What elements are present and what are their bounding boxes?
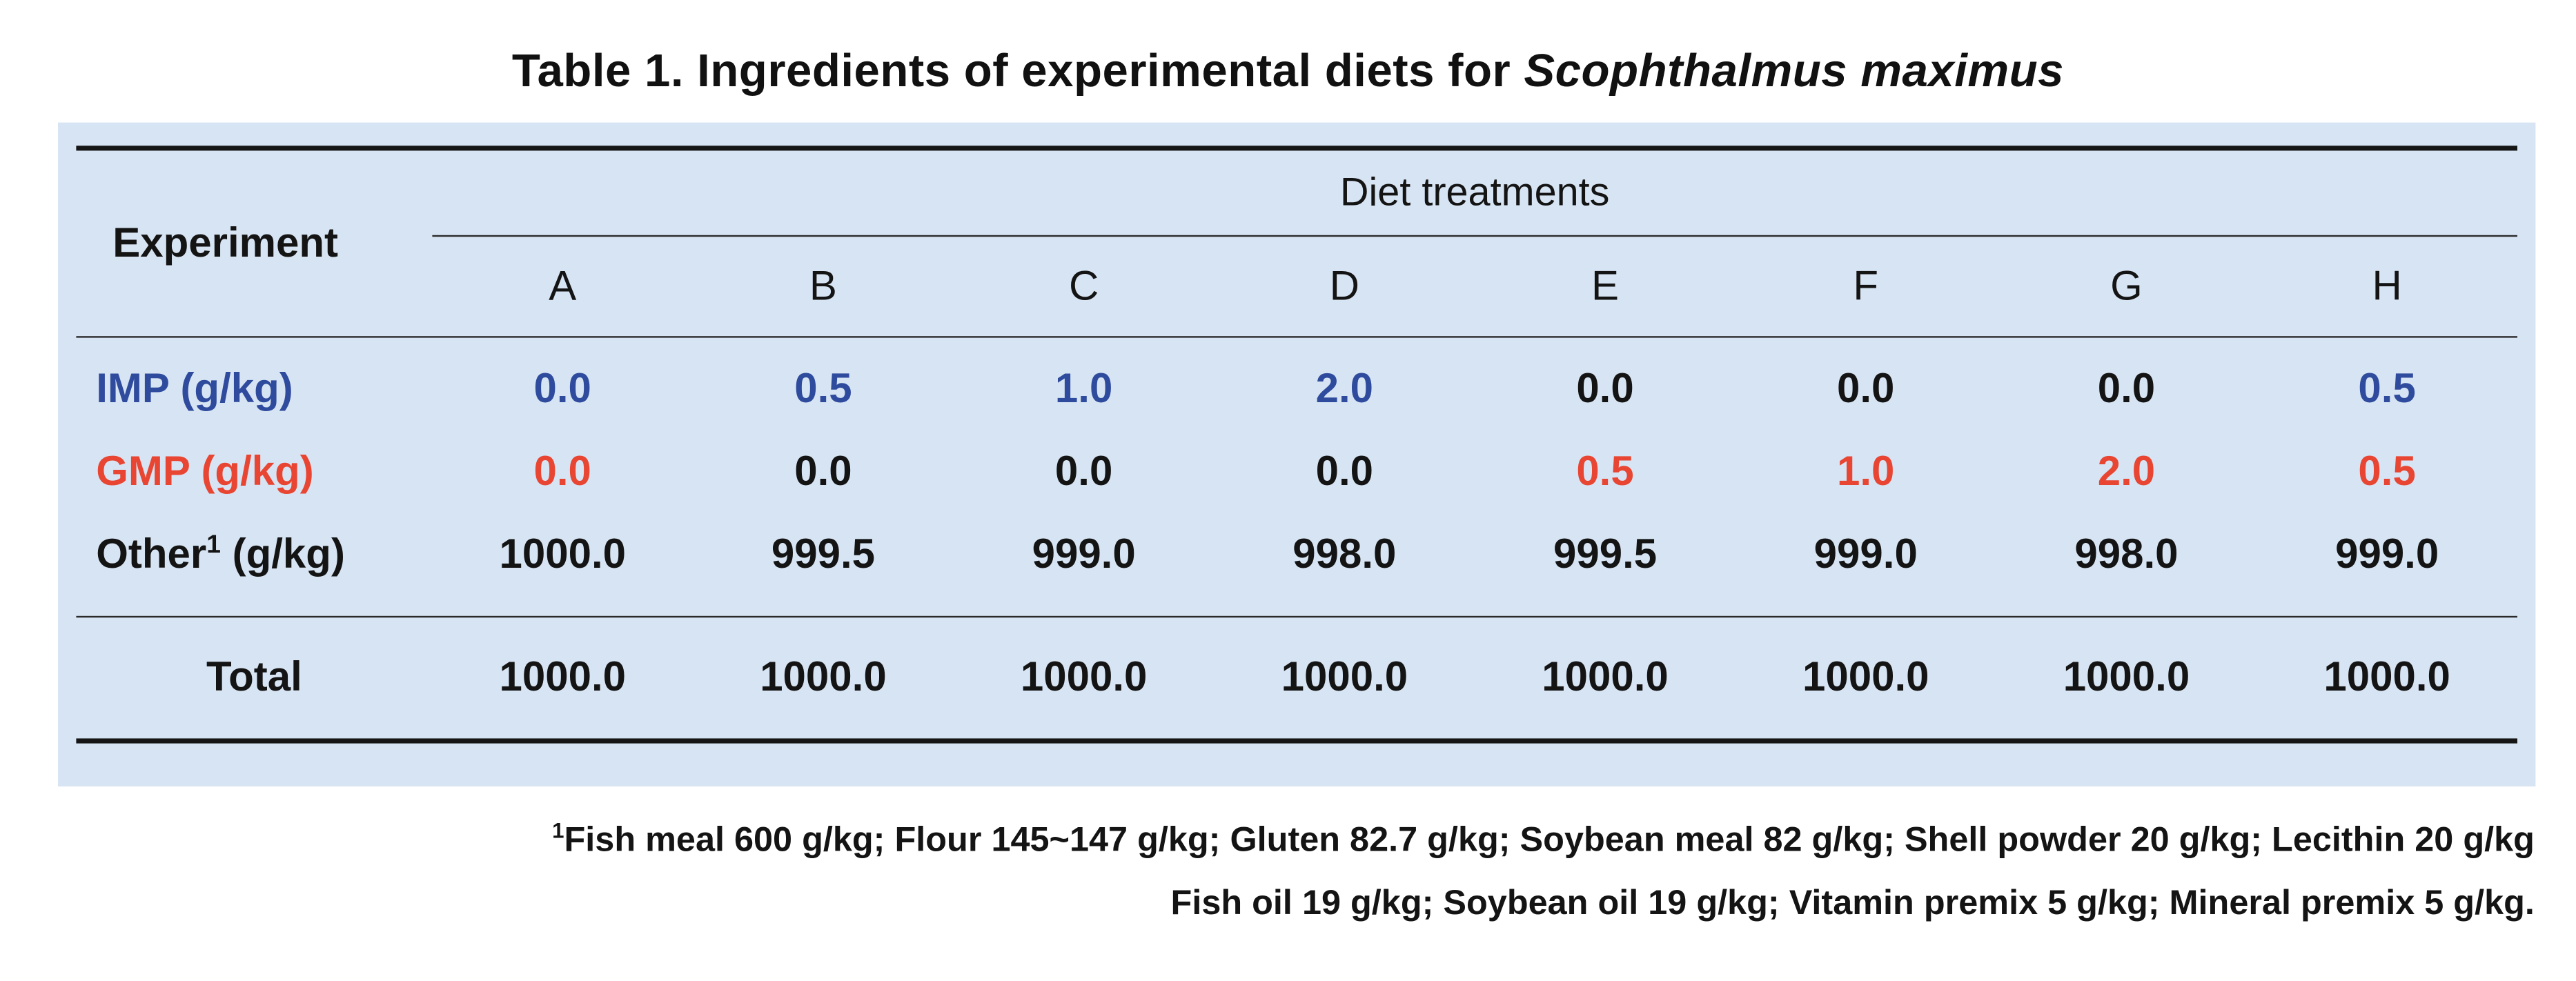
value-cell: 999.5 <box>771 531 876 577</box>
value-cell: 0.0 <box>2097 365 2156 412</box>
diet-treatments-header: Diet treatments <box>432 150 2518 237</box>
footnote-text: Fish meal 600 g/kg; Flour 145~147 g/kg; … <box>564 821 2535 860</box>
table-row: GMP (g/kg) 0.0 0.0 0.0 0.0 0.5 1.0 2.0 0.5 <box>76 430 2517 513</box>
value-cell: 0.5 <box>2358 365 2416 412</box>
value-cell: 998.0 <box>2074 531 2179 577</box>
table-row: Other1 (g/kg) 1000.0 999.5 999.0 998.0 999.5 9… <box>76 513 2517 596</box>
value-cell: 0.0 <box>1837 365 1895 412</box>
table-title: Table 1. Ingredients of experimental die… <box>0 0 2576 98</box>
species-name: Scophthalmus maximus <box>1524 44 2064 97</box>
value-cell: 0.5 <box>794 365 852 412</box>
footnote-line-1: 1Fish meal 600 g/kg; Flour 145~147 g/kg;… <box>552 810 2535 873</box>
value-cell: 0.0 <box>1576 365 1634 412</box>
column-header-h: H <box>2372 262 2402 309</box>
value-cell: 0.0 <box>1054 448 1113 495</box>
total-label: Total <box>206 654 302 701</box>
value-cell: 0.0 <box>533 448 591 495</box>
value-cell: 1000.0 <box>499 531 627 577</box>
value-cell: 0.0 <box>794 448 852 495</box>
value-cell: 1.0 <box>1837 448 1895 495</box>
value-cell: 0.5 <box>1576 448 1634 495</box>
row-label: GMP (g/kg) <box>96 448 314 495</box>
total-value-cell: 1000.0 <box>760 654 887 701</box>
value-cell: 998.0 <box>1292 531 1397 577</box>
value-cell: 999.0 <box>1032 531 1136 577</box>
value-cell: 999.5 <box>1553 531 1658 577</box>
table-panel: Experiment Diet treatments A B C D E F G H IMP … <box>58 122 2536 787</box>
value-cell: 0.0 <box>533 365 591 412</box>
footnote-superscript: 1 <box>552 818 564 843</box>
value-cell: 0.0 <box>1315 448 1374 495</box>
table-header: Experiment Diet treatments A B C D E F G H <box>76 150 2518 338</box>
diet-treatments-label: Diet treatments <box>1339 170 1610 215</box>
total-value-cell: 1000.0 <box>1542 654 1669 701</box>
row-label: IMP (g/kg) <box>96 365 293 412</box>
footnote-text: Fish oil 19 g/kg; Soybean oil 19 g/kg; V… <box>1170 884 2535 922</box>
column-header-c: C <box>1068 262 1099 309</box>
total-value-cell: 1000.0 <box>1281 654 1408 701</box>
table-body: IMP (g/kg) 0.0 0.5 1.0 2.0 0.0 0.0 0.0 0.5 GMP (g… <box>76 338 2517 616</box>
column-header-g: G <box>2110 262 2143 309</box>
table-title-text: Table 1. Ingredients of experimental die… <box>511 44 1524 97</box>
total-value-cell: 1000.0 <box>1802 654 1929 701</box>
value-cell: 0.5 <box>2358 448 2416 495</box>
value-cell: 999.0 <box>2335 531 2439 577</box>
value-cell: 2.0 <box>2097 448 2156 495</box>
total-value-cell: 1000.0 <box>2323 654 2450 701</box>
column-header-a: A <box>549 262 577 309</box>
experiment-header: Experiment <box>112 219 339 266</box>
table-row: IMP (g/kg) 0.0 0.5 1.0 2.0 0.0 0.0 0.0 0.5 <box>76 348 2517 430</box>
value-cell: 999.0 <box>1813 531 1918 577</box>
column-header-f: F <box>1853 262 1879 309</box>
row-label: Other1 (g/kg) <box>96 530 345 577</box>
diet-table: Experiment Diet treatments A B C D E F G H IMP … <box>76 146 2518 744</box>
total-value-cell: 1000.0 <box>1020 654 1148 701</box>
column-header-d: D <box>1329 262 1360 309</box>
total-value-cell: 1000.0 <box>2063 654 2190 701</box>
column-header-b: B <box>809 262 837 309</box>
value-cell: 1.0 <box>1054 365 1113 412</box>
total-row: Total 1000.0 1000.0 1000.0 1000.0 1000.0 1000… <box>76 615 2518 739</box>
footnote-line-2: Fish oil 19 g/kg; Soybean oil 19 g/kg; V… <box>552 873 2535 935</box>
total-value-cell: 1000.0 <box>499 654 627 701</box>
value-cell: 2.0 <box>1315 365 1374 412</box>
column-header-e: E <box>1591 262 1620 309</box>
footnotes: 1Fish meal 600 g/kg; Flour 145~147 g/kg;… <box>552 810 2535 935</box>
